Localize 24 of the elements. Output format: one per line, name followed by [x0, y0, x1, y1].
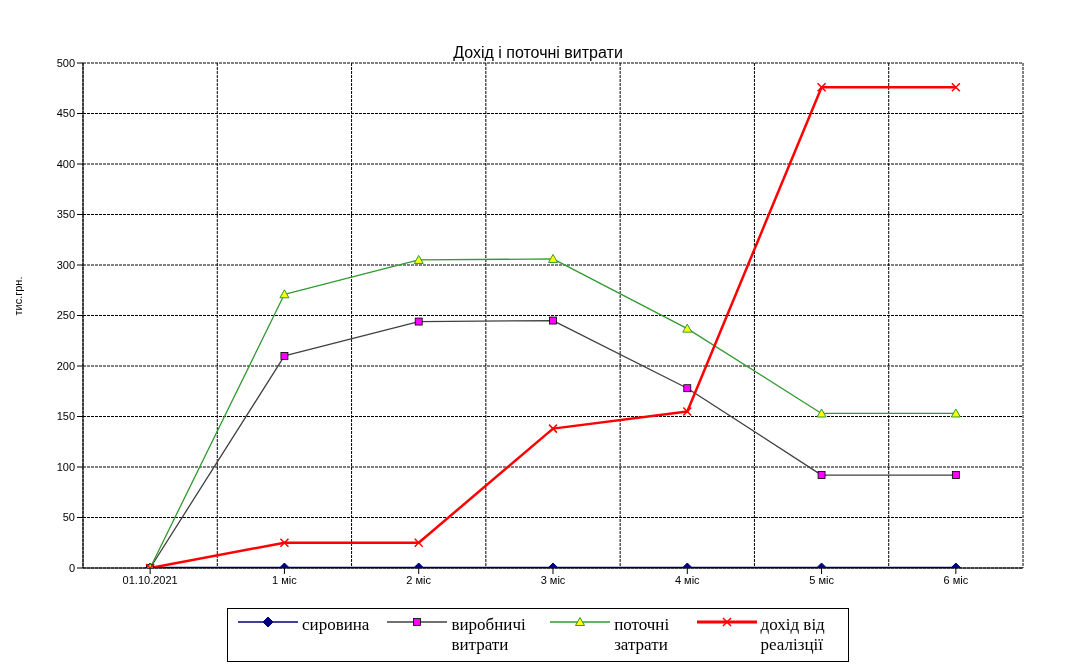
legend-label: сировина: [302, 615, 370, 635]
y-tick-label: 250: [56, 309, 75, 322]
y-tick-label: 350: [56, 208, 75, 221]
y-tick-label: 100: [56, 460, 75, 473]
legend-label: виробничі витрати: [451, 615, 527, 655]
y-tick-label: 450: [56, 107, 75, 120]
y-tick-label: 500: [56, 56, 75, 69]
x-tick-label: 01.10.2021: [122, 573, 178, 586]
x-tick-label: 6 міс: [943, 573, 969, 586]
y-tick-label: 300: [56, 258, 75, 271]
legend-label: поточні затрати: [614, 615, 671, 655]
y-tick-label: 150: [56, 410, 75, 423]
x-tick-label: 2 міс: [406, 573, 432, 586]
chart-title: Дохід і поточні витрати: [453, 44, 623, 61]
legend-label: дохід від реалізції: [760, 615, 826, 655]
x-tick-label: 4 міс: [674, 573, 701, 586]
x-tick-label: 3 міс: [540, 573, 566, 586]
y-tick-label: 200: [56, 359, 75, 372]
y-tick-label: 50: [62, 511, 75, 524]
x-tick-label: 1 міс: [272, 573, 298, 586]
y-tick-label: 400: [56, 157, 75, 170]
y-tick-label: 0: [68, 561, 75, 574]
y-axis-title: тис.грн.: [11, 276, 24, 316]
x-tick-label: 5 міс: [809, 573, 835, 586]
